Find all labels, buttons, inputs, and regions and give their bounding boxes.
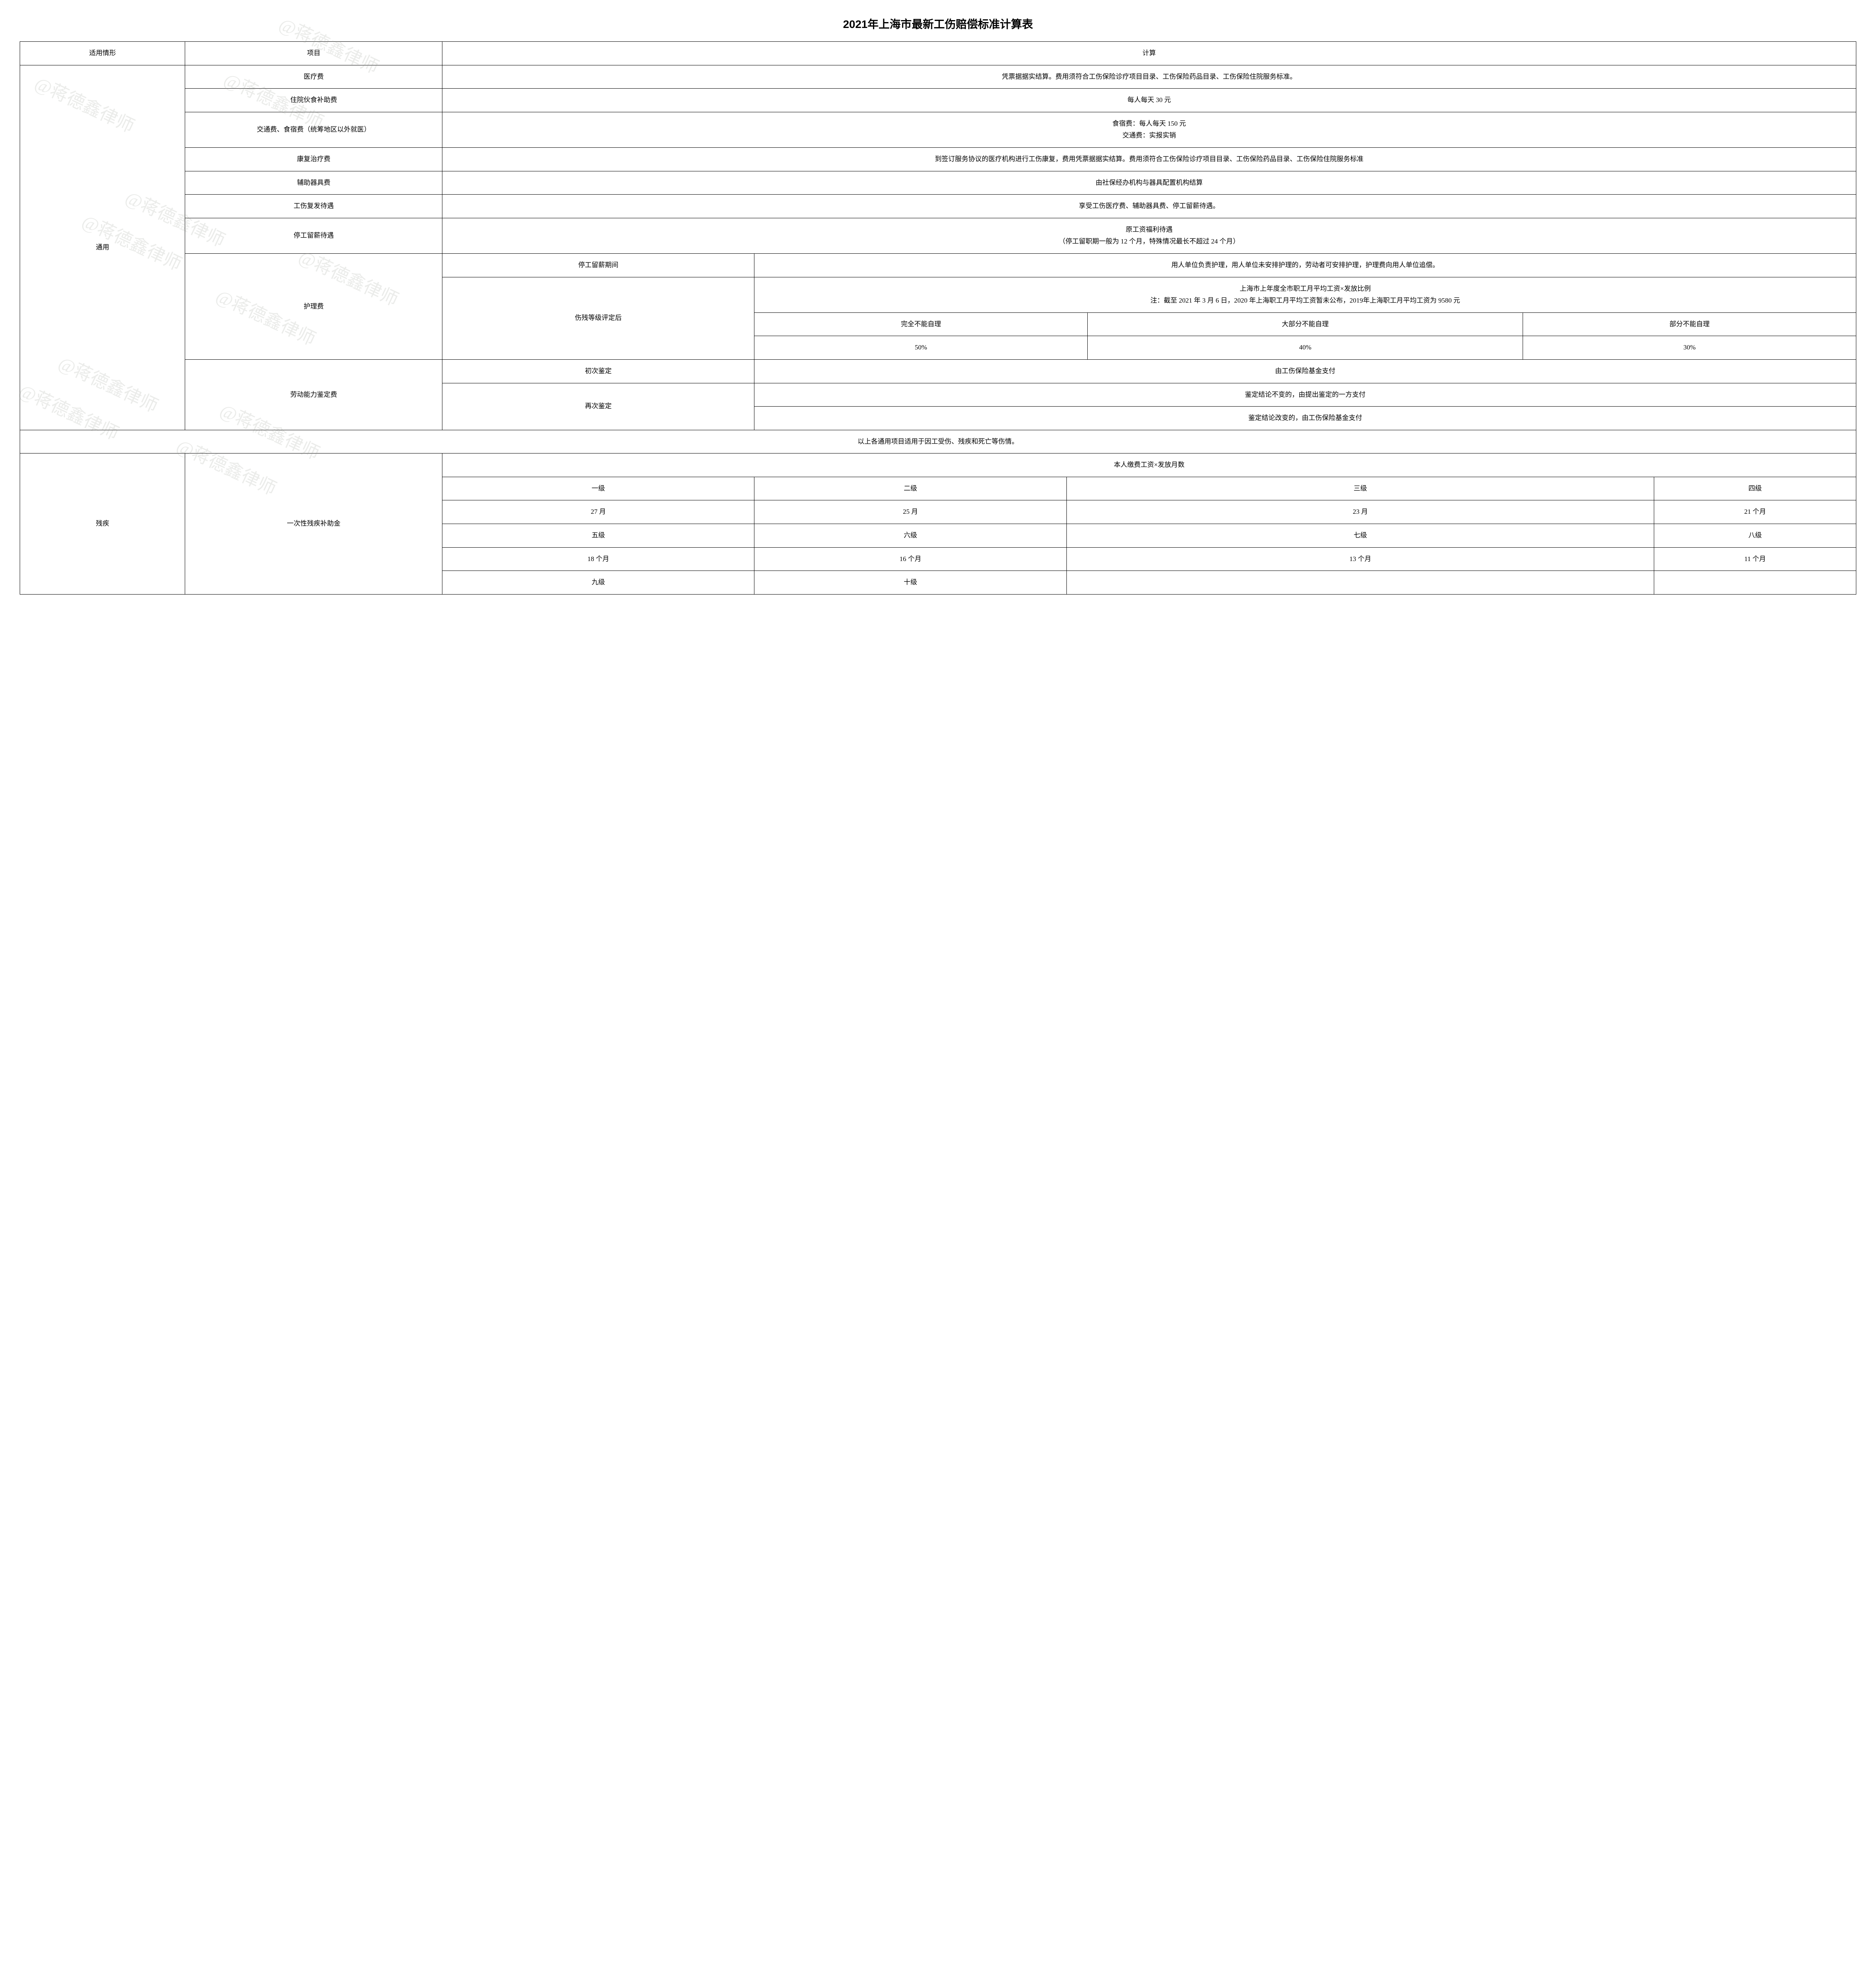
section-general: 通用 bbox=[20, 65, 185, 430]
item-appraisal: 劳动能力鉴定费 bbox=[185, 359, 442, 430]
lump-m3: 23 月 bbox=[1066, 500, 1654, 524]
lump-l7: 七级 bbox=[1066, 524, 1654, 548]
nursing-level-part: 部分不能自理 bbox=[1523, 313, 1856, 336]
row-nursing-period: 护理费 停工留薪期间 用人单位负责护理，用人单位未安排护理的，劳动者可安排护理，… bbox=[20, 253, 1856, 277]
nursing-rate-most: 40% bbox=[1088, 336, 1523, 359]
item-recur: 工伤复发待遇 bbox=[185, 195, 442, 218]
row-medical: 通用 医疗费 凭票据据实结算。费用须符合工伤保险诊疗项目目录、工伤保险药品目录、… bbox=[20, 65, 1856, 89]
nursing-level-most: 大部分不能自理 bbox=[1088, 313, 1523, 336]
lump-l6: 六级 bbox=[754, 524, 1066, 548]
item-medical: 医疗费 bbox=[185, 65, 442, 89]
section-disability: 残疾 bbox=[20, 453, 185, 595]
calc-medical: 凭票据据实结算。费用须符合工伤保险诊疗项目目录、工伤保险药品目录、工伤保险住院服… bbox=[442, 65, 1856, 89]
item-nursing: 护理费 bbox=[185, 253, 442, 359]
lump-m1: 27 月 bbox=[442, 500, 754, 524]
calc-aux: 由社保经办机构与器具配置机构结算 bbox=[442, 171, 1856, 195]
nursing-rate-part: 30% bbox=[1523, 336, 1856, 359]
lump-l2: 二级 bbox=[754, 477, 1066, 500]
lump-l8: 八级 bbox=[1654, 524, 1856, 548]
row-aux: 辅助器具费 由社保经办机构与器具配置机构结算 bbox=[20, 171, 1856, 195]
lump-l5: 五级 bbox=[442, 524, 754, 548]
item-stoppay: 停工留薪待遇 bbox=[185, 218, 442, 253]
row-recur: 工伤复发待遇 享受工伤医疗费、辅助器具费、停工留薪待遇。 bbox=[20, 195, 1856, 218]
item-travel: 交通费、食宿费（统筹地区以外就医） bbox=[185, 112, 442, 147]
header-row: 适用情形 项目 计算 bbox=[20, 42, 1856, 65]
lump-m8: 11 个月 bbox=[1654, 547, 1856, 571]
lump-m7: 13 个月 bbox=[1066, 547, 1654, 571]
calc-meal: 每人每天 30 元 bbox=[442, 89, 1856, 112]
row-lump-formula: 残疾 一次性残疾补助金 本人缴费工资×发放月数 bbox=[20, 453, 1856, 477]
lump-l4: 四级 bbox=[1654, 477, 1856, 500]
general-note: 以上各通用项目适用于因工受伤、残疾和死亡等伤情。 bbox=[20, 430, 1856, 453]
lump-formula: 本人缴费工资×发放月数 bbox=[442, 453, 1856, 477]
header-calc: 计算 bbox=[442, 42, 1856, 65]
lump-l10: 十级 bbox=[754, 571, 1066, 595]
nursing-level-full: 完全不能自理 bbox=[754, 313, 1087, 336]
row-meal: 住院伙食补助费 每人每天 30 元 bbox=[20, 89, 1856, 112]
nursing-period-calc: 用人单位负责护理，用人单位未安排护理的，劳动者可安排护理，护理费向用人单位追偿。 bbox=[754, 253, 1856, 277]
calc-recur: 享受工伤医疗费、辅助器具费、停工留薪待遇。 bbox=[442, 195, 1856, 218]
calc-stoppay: 原工资福利待遇（停工留职期一般为 12 个月，特殊情况最长不超过 24 个月） bbox=[442, 218, 1856, 253]
lump-l9: 九级 bbox=[442, 571, 754, 595]
lump-l3: 三级 bbox=[1066, 477, 1654, 500]
page-title: 2021年上海市最新工伤赔偿标准计算表 bbox=[20, 16, 1856, 32]
header-situation: 适用情形 bbox=[20, 42, 185, 65]
nursing-period-label: 停工留薪期间 bbox=[442, 253, 754, 277]
row-general-note: 以上各通用项目适用于因工受伤、残疾和死亡等伤情。 bbox=[20, 430, 1856, 453]
appraisal-again-unchanged: 鉴定结论不变的，由提出鉴定的一方支付 bbox=[754, 383, 1856, 407]
lump-m5: 18 个月 bbox=[442, 547, 754, 571]
appraisal-again-changed: 鉴定结论改变的，由工伤保险基金支付 bbox=[754, 407, 1856, 430]
compensation-table: 适用情形 项目 计算 通用 医疗费 凭票据据实结算。费用须符合工伤保险诊疗项目目… bbox=[20, 41, 1856, 595]
row-travel: 交通费、食宿费（统筹地区以外就医） 食宿费：每人每天 150 元交通费：实报实销 bbox=[20, 112, 1856, 147]
header-item: 项目 bbox=[185, 42, 442, 65]
row-stoppay: 停工留薪待遇 原工资福利待遇（停工留职期一般为 12 个月，特殊情况最长不超过 … bbox=[20, 218, 1856, 253]
lump-m4: 21 个月 bbox=[1654, 500, 1856, 524]
appraisal-again-label: 再次鉴定 bbox=[442, 383, 754, 430]
appraisal-first-label: 初次鉴定 bbox=[442, 359, 754, 383]
lump-blank1 bbox=[1066, 571, 1654, 595]
item-aux: 辅助器具费 bbox=[185, 171, 442, 195]
item-rehab: 康复治疗费 bbox=[185, 147, 442, 171]
calc-rehab: 到签订服务协议的医疗机构进行工伤康复，费用凭票据据实结算。费用须符合工伤保险诊疗… bbox=[442, 147, 1856, 171]
calc-travel: 食宿费：每人每天 150 元交通费：实报实销 bbox=[442, 112, 1856, 147]
nursing-after-label: 伤残等级评定后 bbox=[442, 277, 754, 359]
nursing-after-formula: 上海市上年度全市职工月平均工资×发放比例注：截至 2021 年 3 月 6 日，… bbox=[754, 277, 1856, 312]
lump-m2: 25 月 bbox=[754, 500, 1066, 524]
appraisal-first-calc: 由工伤保险基金支付 bbox=[754, 359, 1856, 383]
lump-blank2 bbox=[1654, 571, 1856, 595]
item-meal: 住院伙食补助费 bbox=[185, 89, 442, 112]
row-appraisal-first: 劳动能力鉴定费 初次鉴定 由工伤保险基金支付 bbox=[20, 359, 1856, 383]
lump-l1: 一级 bbox=[442, 477, 754, 500]
lump-m6: 16 个月 bbox=[754, 547, 1066, 571]
row-rehab: 康复治疗费 到签订服务协议的医疗机构进行工伤康复，费用凭票据据实结算。费用须符合… bbox=[20, 147, 1856, 171]
item-lump: 一次性残疾补助金 bbox=[185, 453, 442, 595]
nursing-rate-full: 50% bbox=[754, 336, 1087, 359]
